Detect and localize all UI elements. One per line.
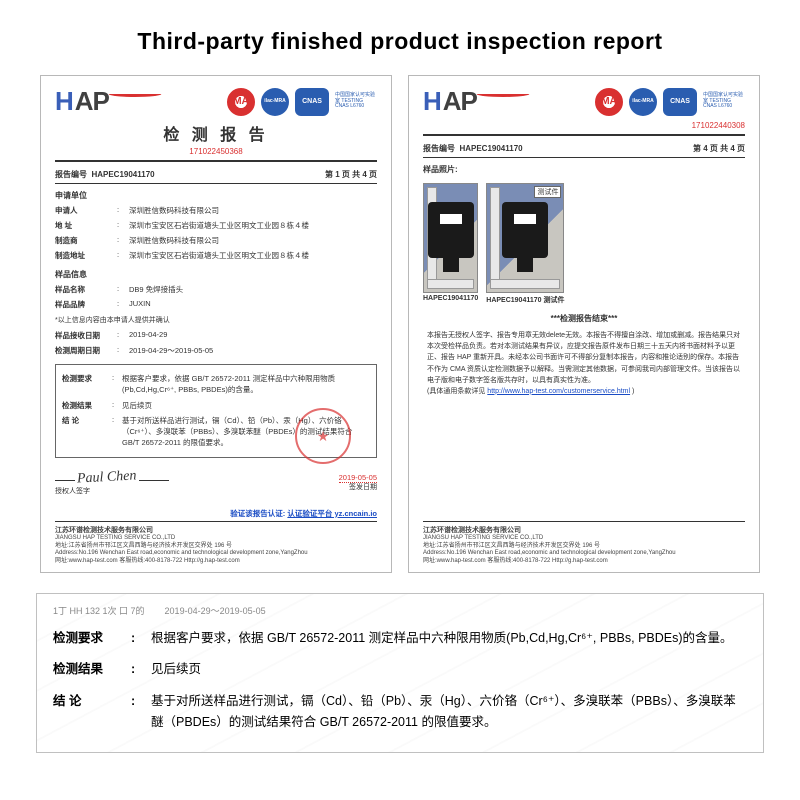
cnas-text: 中国国家认可实验室 TESTING CNAS L6760 — [335, 93, 377, 110]
field-date-test: 检测周期日期: 2019-04-29～2019-05-05 — [55, 343, 377, 358]
cnas-badge-icon: CNAS — [663, 88, 697, 116]
company-footer: 江苏环谱检测技术服务有限公司 JIANGSU HAP TESTING SERVI… — [55, 521, 377, 566]
doc-header: HAP MA ilac-MRA CNAS 中国国家认可实验室 TESTING C… — [55, 86, 377, 117]
documents-row: HAP MA ilac-MRA CNAS 中国国家认可实验室 TESTING C… — [0, 75, 800, 573]
field-sample-brand: 样品品牌: JUXIN — [55, 297, 377, 312]
sample-photo-1 — [423, 183, 478, 293]
sample-photo-2: 测试件 — [486, 183, 564, 293]
sample-note: *以上信息内容由本申请人提供并确认 — [55, 315, 377, 325]
cnas-badge-icon: CNAS — [295, 88, 329, 116]
cert-badges: MA ilac-MRA CNAS 中国国家认可实验室 TESTING CNAS … — [227, 88, 377, 116]
sample-section: 样品信息 — [55, 269, 377, 280]
ma-badge-icon: MA — [595, 88, 623, 116]
signature-row: Paul Chen 授权人签字 2019-05-05 签发日期 — [55, 470, 377, 496]
field-address2: 制造地址: 深圳市宝安区石岩街道塘头工业区明文工业园８栋４楼 — [55, 248, 377, 263]
field-date-entrust: 样品接收日期: 2019-04-29 — [55, 328, 377, 343]
report-no-row: 报告编号 HAPEC19041170 第 1 页 共 4 页 — [55, 166, 377, 183]
disclaimer-text: 本报告无授权人签字、报告专用章无效delete无效。本报告不得擅自涂改、增加或删… — [423, 330, 745, 397]
company-footer: 江苏环谱检测技术服务有限公司 JIANGSU HAP TESTING SERVI… — [423, 521, 745, 566]
page-title: Third-party finished product inspection … — [0, 0, 800, 75]
applicant-section: 申请单位 — [55, 190, 377, 201]
field-address1: 地 址: 深圳市宝安区石岩街道塘头工业区明文工业园８栋４楼 — [55, 218, 377, 233]
cert-number: 171022450368 — [55, 147, 377, 156]
sample-photos: HAPEC19041170 测试件 HAPEC19041170 测试件 — [423, 183, 745, 305]
field-sample-name: 样品名称: DB9 免焊接插头 — [55, 282, 377, 297]
excerpt-req: 检测要求: 根据客户要求，依据 GB/T 26572-2011 测定样品中六种限… — [53, 623, 747, 654]
field-applicant: 申请人: 深圳胜信数码科技有限公司 — [55, 203, 377, 218]
ilac-badge-icon: ilac-MRA — [261, 88, 289, 116]
excerpt-box: 1丁 HH 132 1次 口 7的 2019-04-29～2019-05-05 … — [36, 593, 764, 753]
red-stamp-icon — [295, 408, 351, 464]
report-page-4: HAP MA ilac-MRA CNAS 中国国家认可实验室 TESTING C… — [408, 75, 760, 573]
verify-link[interactable]: 验证该报告认证: 认证验证平台 yz.cncain.io — [55, 508, 377, 519]
ilac-badge-icon: ilac-MRA — [629, 88, 657, 116]
page-indicator: 第 1 页 共 4 页 — [325, 169, 377, 180]
end-of-report: ***检测报告结束*** — [423, 313, 745, 324]
excerpt-conclusion: 结 论: 基于对所送样品进行测试，镉（Cd）、铅（Pb）、汞（Hg）、六价铬（C… — [53, 686, 747, 739]
excerpt-result: 检测结果: 见后续页 — [53, 654, 747, 685]
hap-logo: HAP — [423, 86, 527, 117]
cert-badges: MA ilac-MRA CNAS 中国国家认可实验室 TESTING CNAS … — [595, 88, 745, 116]
ma-badge-icon: MA — [227, 88, 255, 116]
logo-swoosh — [109, 91, 162, 97]
report-no-row: 报告编号 HAPEC19041170 第 4 页 共 4 页 — [423, 140, 745, 157]
cnas-text: 中国国家认可实验室 TESTING CNAS L6760 — [703, 93, 745, 110]
page-indicator: 第 4 页 共 4 页 — [693, 143, 745, 154]
doc-header: HAP MA ilac-MRA CNAS 中国国家认可实验室 TESTING C… — [423, 86, 745, 117]
signature: Paul Chen — [77, 468, 137, 487]
photos-label: 样品照片: — [423, 164, 745, 175]
field-manufacturer: 制造商: 深圳胜信数码科技有限公司 — [55, 233, 377, 248]
cert-number: 171022440308 — [423, 121, 745, 130]
report-page-1: HAP MA ilac-MRA CNAS 中国国家认可实验室 TESTING C… — [40, 75, 392, 573]
logo-swoosh — [477, 91, 530, 97]
excerpt-tiny-header: 1丁 HH 132 1次 口 7的 2019-04-29～2019-05-05 — [53, 604, 747, 617]
disclaimer-link[interactable]: http://www.hap-test.com/customerservice.… — [487, 388, 630, 395]
report-title: 检 测 报 告 — [55, 121, 377, 145]
hap-logo: HAP — [55, 86, 159, 117]
